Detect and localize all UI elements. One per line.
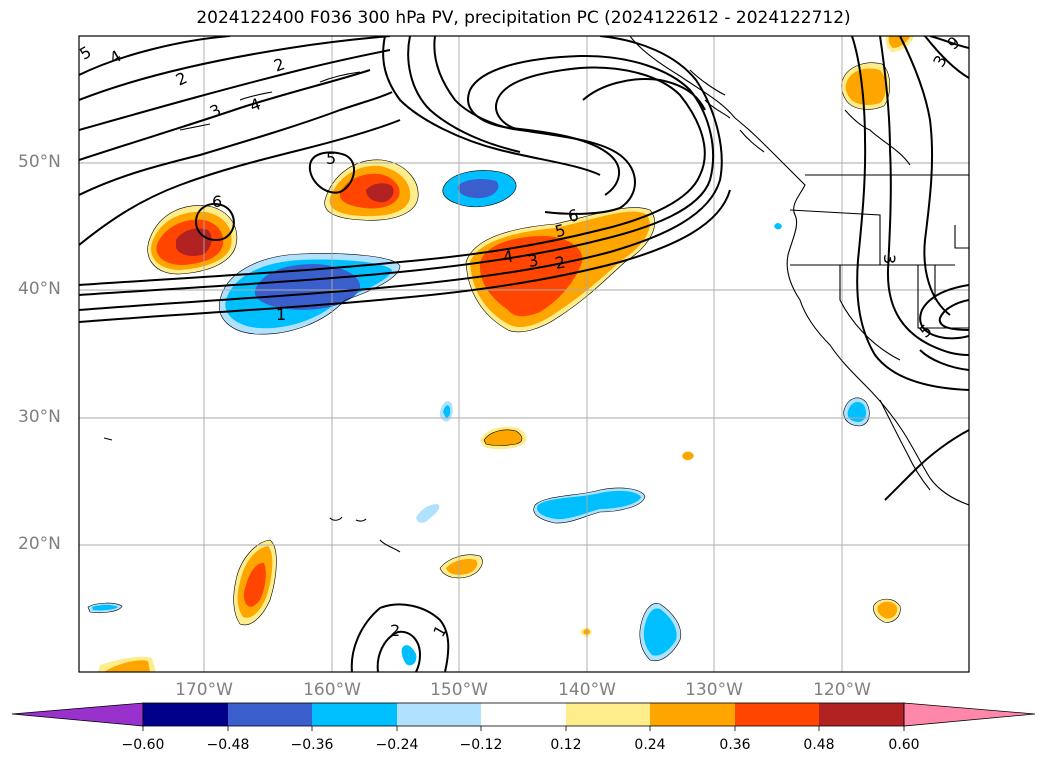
precip-anomaly-positive: [446, 558, 478, 575]
colorbar-segment: [566, 703, 650, 726]
precip-anomaly-negative: [457, 178, 499, 199]
colorbar-segment: [735, 703, 819, 726]
precip-anomaly-positive: [682, 451, 694, 461]
latitude-label: 50°N: [18, 152, 61, 172]
precip-anomaly-positive: [104, 660, 150, 672]
contour-label: 6: [212, 192, 222, 211]
colorbar-tick-label: −0.60: [121, 737, 165, 753]
latitude-label: 30°N: [18, 407, 61, 427]
contour-label: 4: [502, 246, 515, 266]
colorbar-tick-label: 0.12: [550, 737, 582, 753]
map-title: 2024122400 F036 300 hPa PV, precipitatio…: [196, 8, 851, 28]
longitude-label: 150°W: [430, 680, 488, 700]
colorbar-segment: [312, 703, 397, 726]
colorbar-segment: [481, 703, 566, 726]
latitude-label: 40°N: [18, 279, 61, 299]
contour-label: 3: [527, 250, 540, 270]
colorbar-tick-label: −0.48: [206, 737, 250, 753]
colorbar-tick-label: 0.60: [888, 737, 920, 753]
colorbar-tick-label: −0.24: [375, 737, 419, 753]
colorbar-segment: [819, 703, 904, 726]
precip-anomaly-positive: [366, 183, 394, 203]
graticule: [79, 36, 969, 672]
precip-anomaly-positive: [888, 36, 910, 48]
precip-anomaly-negative: [847, 401, 867, 422]
precip-anomaly-negative: [92, 604, 118, 611]
precip-anomaly-negative: [443, 405, 451, 418]
longitude-label: 170°W: [175, 680, 233, 700]
precip-anomaly-negative: [537, 490, 641, 520]
precip-anomaly-negative: [643, 608, 677, 656]
precip-anomaly-negative: [254, 264, 361, 310]
latitude-label: 20°N: [18, 534, 61, 554]
precip-anomaly-positive: [877, 601, 898, 619]
map-frame: [78, 35, 970, 673]
pv-contours: [79, 36, 969, 672]
contour-label: 6: [566, 205, 581, 226]
contour-label: 5: [326, 149, 336, 168]
colorbar-segment: [143, 703, 228, 726]
precip-anomaly-positive: [484, 429, 522, 446]
colorbar-segment: [650, 703, 735, 726]
precip-anomaly-negative: [774, 223, 782, 230]
contour-label: 2: [554, 252, 567, 272]
colorbar-tick-label: −0.36: [290, 737, 334, 753]
precip-anomaly-positive: [243, 562, 266, 607]
colorbar-tick-label: −0.12: [459, 737, 503, 753]
longitude-label: 130°W: [685, 680, 743, 700]
map-plot-area: [79, 36, 969, 672]
longitude-label: 120°W: [813, 680, 871, 700]
colorbar-segment: [397, 703, 481, 726]
contour-label: 5: [553, 220, 568, 241]
precip-anomaly-negative: [416, 504, 440, 523]
colorbar-frame: [142, 702, 905, 727]
colorbar-segment: [228, 703, 312, 726]
contour-label: 2: [390, 621, 400, 640]
longitude-label: 160°W: [303, 680, 361, 700]
colorbar-min-extension: [11, 702, 144, 727]
precip-anomaly-positive: [479, 236, 583, 317]
colorbar-tick-label: 0.48: [803, 737, 835, 753]
colorbar-max-extension: [903, 702, 1036, 727]
colorbar-tick-label: 0.24: [634, 737, 666, 753]
colorbar-tick-label: 0.36: [719, 737, 751, 753]
precip-anomaly-positive: [845, 68, 886, 105]
longitude-label: 140°W: [558, 680, 616, 700]
precip-anomaly-positive: [583, 629, 590, 635]
contour-label: 3: [880, 254, 899, 264]
colorbar: [11, 702, 1036, 731]
coastlines: [103, 36, 969, 553]
precip-anomaly-negative: [401, 645, 417, 666]
contour-label: 1: [276, 305, 286, 324]
